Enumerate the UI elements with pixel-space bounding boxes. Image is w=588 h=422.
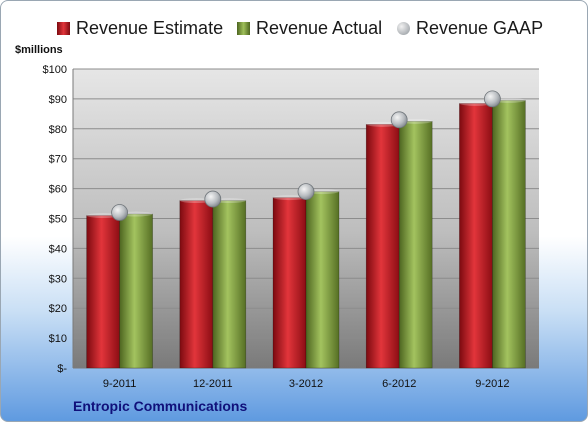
bar-revenue-actual — [119, 213, 153, 369]
legend-label-revenue-gaap: Revenue GAAP — [416, 17, 544, 38]
bar-revenue-estimate — [179, 200, 214, 369]
bar-revenue-estimate — [272, 197, 307, 369]
y-tick-label: $20 — [49, 303, 67, 315]
company-label: Entropic Communications — [73, 398, 248, 414]
legend-label-revenue-actual: Revenue Actual — [256, 17, 383, 38]
bar-revenue-estimate-top — [86, 213, 120, 219]
bar-revenue-actual — [398, 121, 433, 369]
marker-revenue-gaap — [483, 90, 501, 108]
bar-revenue-estimate — [86, 215, 120, 369]
y-tick-label: $90 — [49, 94, 67, 106]
legend-swatch-revenue-estimate — [57, 21, 70, 35]
legend-item-revenue-actual: Revenue Actual — [237, 13, 382, 43]
legend-label-revenue-estimate: Revenue Estimate — [76, 17, 224, 38]
legend-item-revenue-estimate: Revenue Estimate — [57, 13, 223, 43]
y-tick-label: $10 — [49, 333, 67, 345]
x-tick-label: 9-2012 — [475, 378, 509, 390]
y-tick-label: $80 — [49, 124, 67, 136]
legend: Revenue Estimate Revenue Actual Revenue … — [1, 13, 587, 43]
y-tick-label: $40 — [49, 243, 67, 255]
y-tick-label: $70 — [49, 154, 67, 166]
marker-revenue-gaap — [111, 204, 128, 221]
legend-swatch-revenue-gaap — [397, 21, 410, 35]
y-tick-label: $100 — [43, 64, 67, 76]
marker-revenue-gaap — [204, 190, 222, 208]
y-tick-label: $30 — [49, 273, 67, 285]
bar-revenue-actual — [212, 200, 247, 369]
bar-revenue-actual — [492, 100, 526, 369]
bar-revenue-estimate — [365, 124, 400, 369]
legend-swatch-revenue-actual — [237, 21, 250, 35]
marker-revenue-gaap — [390, 111, 408, 129]
x-tick-label: 6-2012 — [382, 378, 416, 390]
y-axis-units-label: $millions — [15, 44, 63, 56]
bar-revenue-estimate — [459, 103, 493, 369]
x-tick-label: 9-2011 — [103, 378, 136, 390]
x-tick-label: 12-2011 — [193, 378, 233, 390]
bar-revenue-estimate-top — [459, 100, 493, 106]
y-tick-label: $- — [57, 363, 67, 375]
bar-revenue-actual — [305, 191, 340, 369]
y-tick-label: $50 — [49, 214, 67, 226]
y-tick-label: $60 — [49, 184, 67, 196]
bar-revenue-estimate-top — [273, 195, 306, 201]
legend-item-revenue-gaap: Revenue GAAP — [397, 13, 543, 43]
bar-revenue-estimate-top — [366, 121, 400, 127]
marker-revenue-gaap — [297, 183, 315, 200]
x-tick-label: 3-2012 — [289, 378, 323, 390]
